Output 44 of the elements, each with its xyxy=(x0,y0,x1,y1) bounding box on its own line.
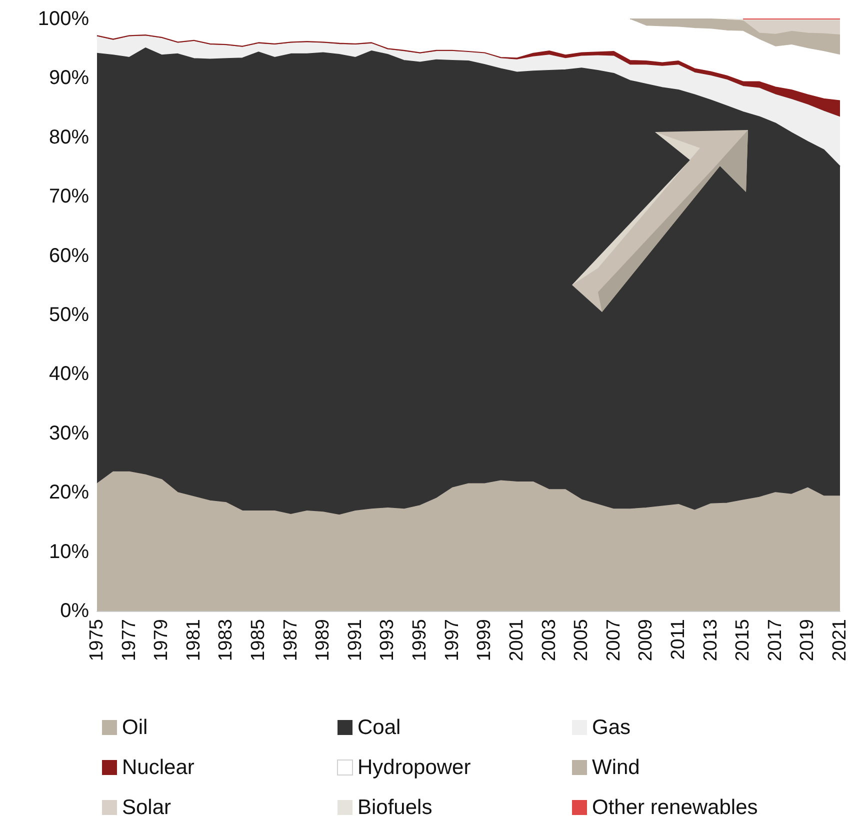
legend-label: Other renewables xyxy=(592,796,758,819)
x-tick-label: 1979 xyxy=(151,619,172,662)
x-tick-label: 1975 xyxy=(86,619,108,662)
y-tick-label: 20% xyxy=(48,482,90,504)
x-tick-label: 1997 xyxy=(442,619,463,662)
x-tick-label: 2003 xyxy=(538,619,560,662)
x-tick-label: 1993 xyxy=(377,619,398,662)
x-tick-label: 1987 xyxy=(280,619,302,662)
x-tick-label: 1995 xyxy=(410,619,431,662)
x-tick-label: 2017 xyxy=(764,619,786,662)
y-tick-label: 80% xyxy=(48,126,90,148)
y-tick-label: 0% xyxy=(60,600,90,622)
legend-label: Gas xyxy=(592,716,631,739)
y-tick-label: 10% xyxy=(48,540,90,563)
x-tick-label: 1991 xyxy=(344,619,366,662)
x-tick-label: 1983 xyxy=(216,619,237,662)
legend-label: Coal xyxy=(358,716,401,739)
x-tick-label: 1981 xyxy=(183,619,204,662)
x-tick-label: 1999 xyxy=(474,619,496,662)
x-tick-label: 1985 xyxy=(248,619,270,662)
x-tick-label: 1977 xyxy=(118,619,140,662)
x-tick-label: 2005 xyxy=(571,619,592,662)
legend-label: Oil xyxy=(122,716,148,739)
x-tick-label: 2009 xyxy=(636,619,657,662)
legend-label: Hydropower xyxy=(358,756,471,779)
x-tick-label: 2007 xyxy=(603,619,624,662)
y-tick-label: 60% xyxy=(48,244,90,267)
y-tick-label: 90% xyxy=(48,67,90,90)
y-tick-label: 100% xyxy=(38,8,90,30)
x-tick-label: 1989 xyxy=(312,619,334,662)
legend-label: Biofuels xyxy=(358,796,432,819)
x-tick-label: 2011 xyxy=(668,619,689,660)
x-tick-label: 2013 xyxy=(700,619,722,662)
y-tick-label: 50% xyxy=(48,304,90,326)
x-tick-label: 2001 xyxy=(506,619,528,662)
legend-label: Wind xyxy=(592,756,640,779)
x-tick-label: 2015 xyxy=(732,619,754,662)
x-tick-label: 2021 xyxy=(830,619,850,662)
x-tick-label: 2019 xyxy=(797,619,818,662)
y-tick-label: 40% xyxy=(48,363,90,386)
legend-label: Solar xyxy=(122,796,172,819)
y-tick-label: 30% xyxy=(48,422,90,444)
legend-label: Nuclear xyxy=(122,756,194,779)
y-tick-label: 70% xyxy=(48,186,90,208)
